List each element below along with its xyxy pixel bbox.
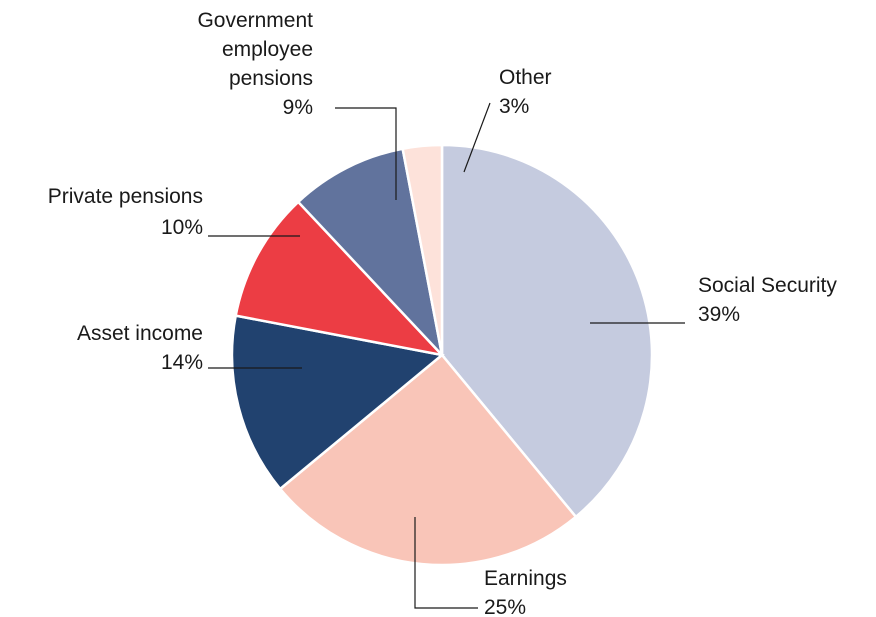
label-other-name: Other bbox=[499, 66, 552, 89]
label-private-pensions-pct: 10% bbox=[161, 216, 203, 239]
pie-slice-earnings bbox=[278, 353, 578, 567]
leader-line-other bbox=[463, 102, 491, 173]
pie-slice-other bbox=[401, 143, 444, 356]
label-gov-pensions-pct: 9% bbox=[283, 96, 313, 119]
leader-lines bbox=[208, 102, 685, 609]
label-social-security-pct: 39% bbox=[698, 303, 740, 326]
label-gov-pensions-line3: pensions bbox=[229, 67, 313, 90]
pie-slice-government-employee-pensions bbox=[296, 147, 445, 359]
pie-slice-private-pensions bbox=[234, 200, 446, 357]
slice-labels: Social Security 39% Earnings 25% Asset i… bbox=[48, 9, 838, 617]
label-earnings-pct: 25% bbox=[484, 596, 526, 617]
leader-line-earnings bbox=[414, 517, 478, 609]
pie-slice-social-security bbox=[440, 143, 654, 519]
label-gov-pensions-line2: employee bbox=[222, 38, 313, 61]
label-asset-income-pct: 14% bbox=[161, 351, 203, 374]
label-earnings-name: Earnings bbox=[484, 567, 567, 590]
label-other-pct: 3% bbox=[499, 95, 529, 118]
pie-slice-asset-income bbox=[230, 314, 445, 491]
label-gov-pensions-line1: Government bbox=[197, 9, 313, 32]
label-social-security-name: Social Security bbox=[698, 274, 837, 297]
leader-line-gov-pensions bbox=[335, 107, 397, 200]
label-private-pensions-name: Private pensions bbox=[48, 185, 203, 208]
pie-slices bbox=[230, 143, 654, 567]
label-asset-income-name: Asset income bbox=[77, 322, 203, 345]
